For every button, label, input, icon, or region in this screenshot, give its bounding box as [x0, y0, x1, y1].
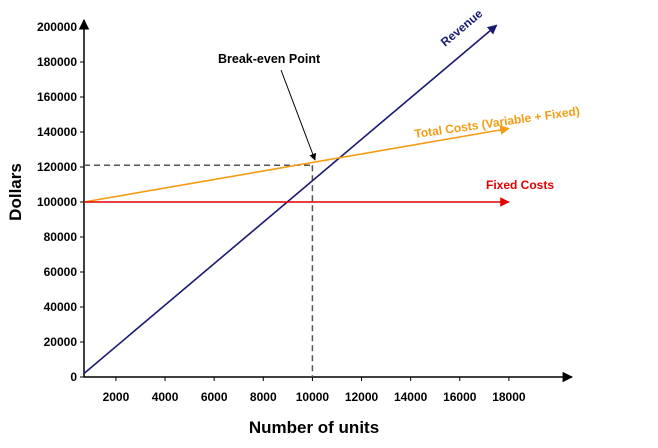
series-line-revenue: [83, 24, 498, 375]
x-tick-label: 14000: [394, 390, 428, 404]
x-tick-label: 8000: [250, 390, 277, 404]
break-even-point-label: Break-even Point: [218, 52, 321, 66]
series-label-revenue: Revenue: [438, 6, 486, 49]
break-even-annotation: Break-even Point: [218, 52, 321, 161]
series-label-fixed-costs: Fixed Costs: [486, 178, 554, 192]
x-axis-label: Number of units: [249, 418, 379, 437]
x-tick-label: 6000: [201, 390, 228, 404]
y-tick-label: 100000: [37, 195, 77, 209]
axes: [78, 18, 574, 383]
y-tick-label: 0: [70, 370, 77, 384]
x-tick-label: 10000: [296, 390, 330, 404]
x-tick-label: 2000: [103, 390, 130, 404]
y-tick-label: 60000: [44, 265, 78, 279]
y-axis-label: Dollars: [6, 163, 25, 221]
y-tick-label: 200000: [37, 20, 77, 34]
x-tick-label: 12000: [345, 390, 379, 404]
y-tick-label: 140000: [37, 125, 77, 139]
y-tick-label: 180000: [37, 55, 77, 69]
y-tick-labels: 0 20000 40000 60000 80000 100000 120000 140000 1…: [37, 20, 84, 384]
series-label-total-costs: Total Costs (Variable + Fixed): [413, 104, 580, 141]
y-tick-label: 120000: [37, 160, 77, 174]
series-line-total-costs: [83, 125, 510, 203]
break-even-arrow: [280, 69, 317, 161]
y-tick-label: 20000: [44, 335, 78, 349]
x-tick-label: 4000: [152, 390, 179, 404]
break-even-reference-lines: [84, 164, 314, 377]
x-tick-labels: 2000 4000 6000 8000 10000 12000 14000 16000 1800…: [103, 377, 526, 404]
y-tick-label: 40000: [44, 300, 78, 314]
x-tick-label: 18000: [492, 390, 526, 404]
y-tick-label: 80000: [44, 230, 78, 244]
x-tick-label: 16000: [443, 390, 477, 404]
series-labels: Revenue Total Costs (Variable + Fixed) F…: [413, 6, 580, 192]
y-tick-label: 160000: [37, 90, 77, 104]
series-lines: [83, 24, 510, 375]
